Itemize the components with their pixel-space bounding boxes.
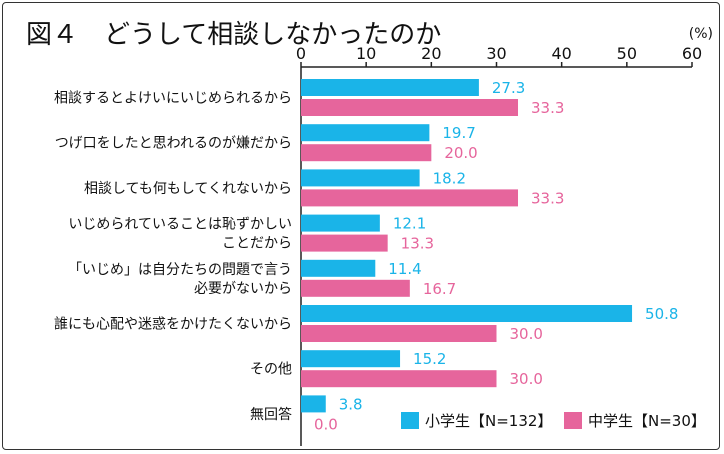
legend-label: 小学生【N=132】 bbox=[425, 412, 552, 430]
unit-label: (%) bbox=[689, 26, 713, 42]
bar bbox=[301, 279, 410, 297]
category-label: 相談しても何もしてくれないから bbox=[84, 181, 292, 197]
category-label: いじめられていることは恥ずかしい bbox=[68, 217, 292, 233]
bar bbox=[301, 395, 326, 413]
data-label: 18.2 bbox=[433, 169, 466, 187]
bars: 27.3 33.3 19.7 20.0 18.2 33.3 12.1 13.3 11.416.7… bbox=[301, 79, 678, 433]
category-label: 必要がないから bbox=[194, 281, 292, 297]
bar bbox=[301, 99, 519, 116]
bar bbox=[301, 370, 497, 388]
legend: 小学生【N=132】 中学生【N=30】 bbox=[401, 412, 706, 430]
bar bbox=[301, 144, 432, 162]
x-tick-label: 60 bbox=[682, 44, 702, 63]
bar bbox=[301, 259, 376, 277]
category-label: 誰にも心配や迷惑をかけたくないから bbox=[54, 317, 292, 333]
data-label: 30.0 bbox=[510, 370, 543, 388]
bar bbox=[301, 325, 497, 342]
data-label: 30.0 bbox=[510, 325, 543, 343]
legend-swatch bbox=[564, 412, 582, 429]
bar bbox=[301, 214, 380, 232]
x-tick-label: 40 bbox=[551, 44, 571, 63]
data-label: 3.8 bbox=[339, 395, 363, 413]
chart-title: 図４ どうして相談しなかったのか bbox=[26, 20, 441, 50]
bar bbox=[301, 124, 430, 142]
category-label: ことだから bbox=[222, 236, 292, 252]
category-label: 無回答 bbox=[250, 406, 292, 423]
bar bbox=[301, 169, 420, 187]
data-label: 27.3 bbox=[492, 79, 525, 97]
category-label: 「いじめ」は自分たちの問題で言う bbox=[68, 262, 292, 278]
data-label: 13.3 bbox=[401, 235, 434, 253]
bar bbox=[301, 79, 479, 96]
category-label: つげ口をしたと思われるのが嫌だから bbox=[55, 136, 292, 152]
data-label: 33.3 bbox=[531, 189, 564, 207]
category-labels: 相談するとよけいにいじめられるからつげ口をしたと思われるのが嫌だから相談しても何… bbox=[54, 91, 292, 423]
x-tick-label: 0 bbox=[296, 44, 306, 63]
x-tick-label: 20 bbox=[421, 44, 441, 63]
legend-label: 中学生【N=30】 bbox=[588, 412, 706, 430]
data-label: 12.1 bbox=[393, 215, 426, 233]
x-tick-label: 50 bbox=[617, 44, 637, 63]
data-label: 16.7 bbox=[423, 280, 456, 298]
legend-swatch bbox=[401, 412, 419, 429]
bar bbox=[301, 350, 401, 368]
bar bbox=[301, 189, 519, 207]
data-label: 15.2 bbox=[413, 350, 446, 368]
category-label: 相談するとよけいにいじめられるから bbox=[54, 91, 292, 107]
data-label: 20.0 bbox=[444, 144, 477, 162]
bar bbox=[301, 234, 388, 252]
x-tick-label: 10 bbox=[356, 44, 376, 63]
category-label: その他 bbox=[250, 362, 292, 378]
data-label: 11.4 bbox=[388, 260, 421, 278]
data-label: 50.8 bbox=[645, 305, 678, 323]
data-label: 19.7 bbox=[442, 124, 475, 142]
data-label: 33.3 bbox=[531, 99, 564, 117]
data-label: 0.0 bbox=[314, 415, 338, 433]
bar bbox=[301, 305, 633, 322]
x-tick-label: 30 bbox=[486, 44, 506, 63]
